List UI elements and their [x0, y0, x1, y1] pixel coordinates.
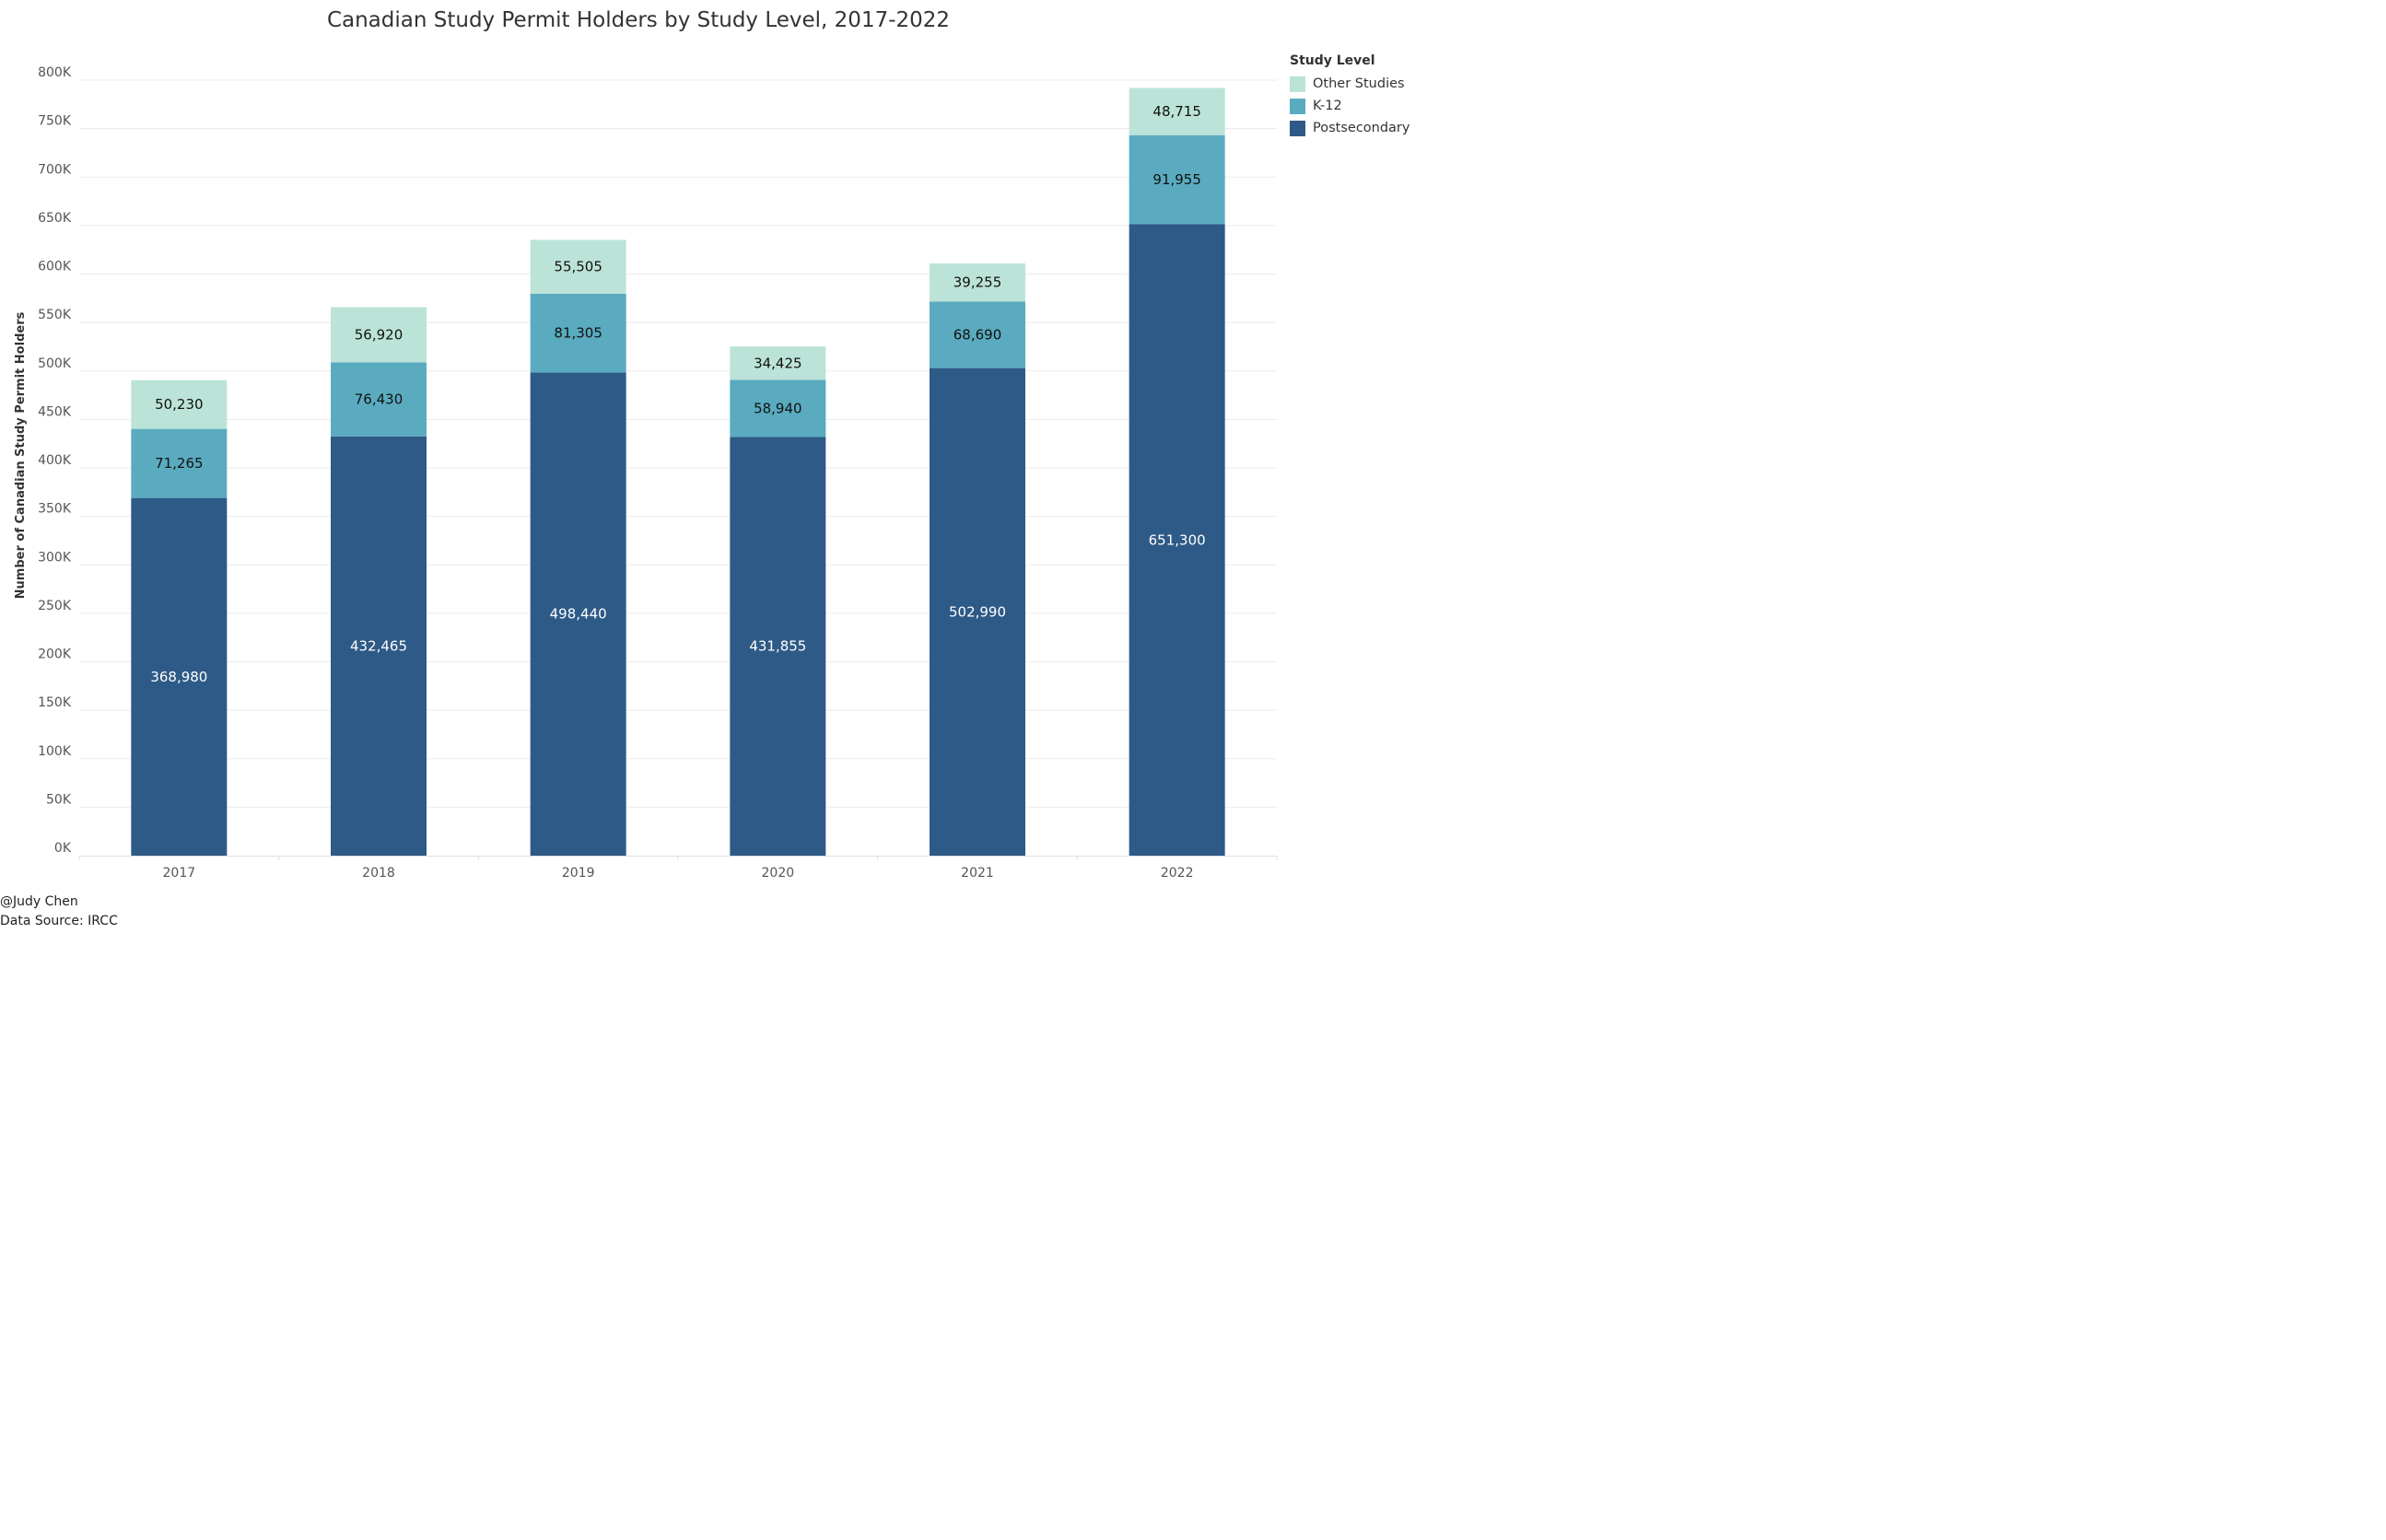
y-tick-label: 50K [46, 792, 72, 807]
legend-item: K-12 [1290, 95, 1409, 117]
y-tick-label: 200K [38, 648, 72, 662]
bar-segment-other-studies [131, 379, 228, 429]
x-tick-label: 2019 [562, 866, 595, 881]
author-credit: @Judy Chen [0, 894, 78, 909]
x-tick-label: 2018 [362, 866, 395, 881]
bars [131, 88, 1225, 857]
axes: 0K 50K 100K 150K 200K 250K 300K 350K 400K 450K 500… [14, 65, 1278, 881]
data-source: Data Source: IRCC [0, 914, 118, 928]
bar-segment-other-studies [331, 307, 427, 363]
bar-segment-k-12 [1129, 134, 1225, 225]
bar-segment-other-studies [530, 239, 626, 294]
bar-segment-k-12 [131, 428, 228, 498]
legend: Study Level Other Studies K-12 Postseconda… [1290, 53, 1409, 139]
legend-swatch [1290, 120, 1305, 136]
chart-title: Canadian Study Permit Holders by Study L… [326, 8, 951, 32]
data-label: 55,505 [554, 259, 602, 275]
y-tick-label: 150K [38, 695, 72, 710]
data-label: 76,430 [355, 391, 404, 408]
bar-segment-postsecondary [131, 497, 228, 856]
bar-segment-other-studies [730, 346, 826, 380]
bar-segment-k-12 [331, 362, 427, 437]
legend-label: Other Studies [1313, 76, 1405, 91]
data-label: 58,940 [754, 400, 802, 416]
data-label: 368,980 [150, 669, 207, 685]
x-tick-label: 2022 [1161, 866, 1194, 881]
legend-title: Study Level [1290, 53, 1375, 68]
data-label: 34,425 [754, 355, 802, 371]
stacked-bar-chart: 0K 50K 100K 150K 200K 250K 300K 350K 400K 450K 500… [14, 65, 1278, 881]
bar-segment-k-12 [930, 301, 1025, 368]
footer: @Judy Chen Data Source: IRCC [0, 892, 118, 931]
bar-segment-postsecondary [530, 372, 626, 856]
x-tick-label: 2017 [163, 866, 196, 881]
legend-label: Postsecondary [1313, 121, 1410, 135]
data-label: 431,855 [749, 638, 806, 655]
y-tick-label: 750K [38, 114, 72, 129]
y-tick-label: 0K [54, 841, 72, 856]
y-tick-label: 250K [38, 599, 72, 613]
bar-segment-postsecondary [331, 436, 427, 856]
data-label: 502,990 [949, 603, 1006, 620]
y-axis-title: Number of Canadian Study Permit Holders [14, 311, 28, 599]
x-tick-label: 2020 [762, 866, 795, 881]
y-tick-label: 100K [38, 744, 72, 759]
legend-items: Other Studies K-12 Postsecondary [1290, 73, 1409, 139]
data-label: 432,465 [350, 637, 407, 654]
data-label: 56,920 [355, 326, 404, 343]
y-tick-label: 400K [38, 453, 72, 468]
data-labels: 368,980 71,265 50,230 432,465 76,430 56,920 49… [150, 103, 1205, 685]
bar-segment-other-studies [930, 262, 1025, 302]
data-label: 50,230 [155, 396, 204, 413]
legend-item: Other Studies [1290, 73, 1409, 95]
bar-segment-postsecondary [1129, 224, 1225, 857]
bar-segment-other-studies [1129, 88, 1225, 135]
data-label: 71,265 [155, 455, 204, 472]
y-tick-label: 700K [38, 162, 72, 177]
bar-segment-k-12 [730, 379, 826, 438]
legend-label: K-12 [1313, 99, 1342, 113]
legend-swatch [1290, 76, 1305, 92]
x-tick-label: 2021 [961, 866, 994, 881]
bar-segment-k-12 [530, 293, 626, 373]
legend-swatch [1290, 98, 1305, 114]
data-label: 48,715 [1152, 103, 1201, 120]
legend-item: Postsecondary [1290, 117, 1409, 139]
y-tick-label: 600K [38, 260, 72, 274]
y-tick-label: 650K [38, 211, 72, 226]
y-tick-label: 500K [38, 356, 72, 371]
data-label: 68,690 [953, 326, 1002, 343]
y-tick-label: 300K [38, 550, 72, 565]
bar-segment-postsecondary [930, 368, 1025, 856]
gridlines [79, 79, 1277, 808]
data-label: 91,955 [1152, 171, 1201, 188]
y-tick-label: 550K [38, 308, 72, 322]
y-tick-label: 450K [38, 404, 72, 419]
y-tick-label: 350K [38, 502, 72, 517]
data-label: 81,305 [554, 325, 602, 342]
y-tick-label: 800K [38, 65, 72, 80]
data-label: 651,300 [1149, 531, 1206, 548]
data-label: 498,440 [550, 606, 607, 623]
bar-segment-postsecondary [730, 437, 826, 856]
data-label: 39,255 [953, 274, 1002, 291]
